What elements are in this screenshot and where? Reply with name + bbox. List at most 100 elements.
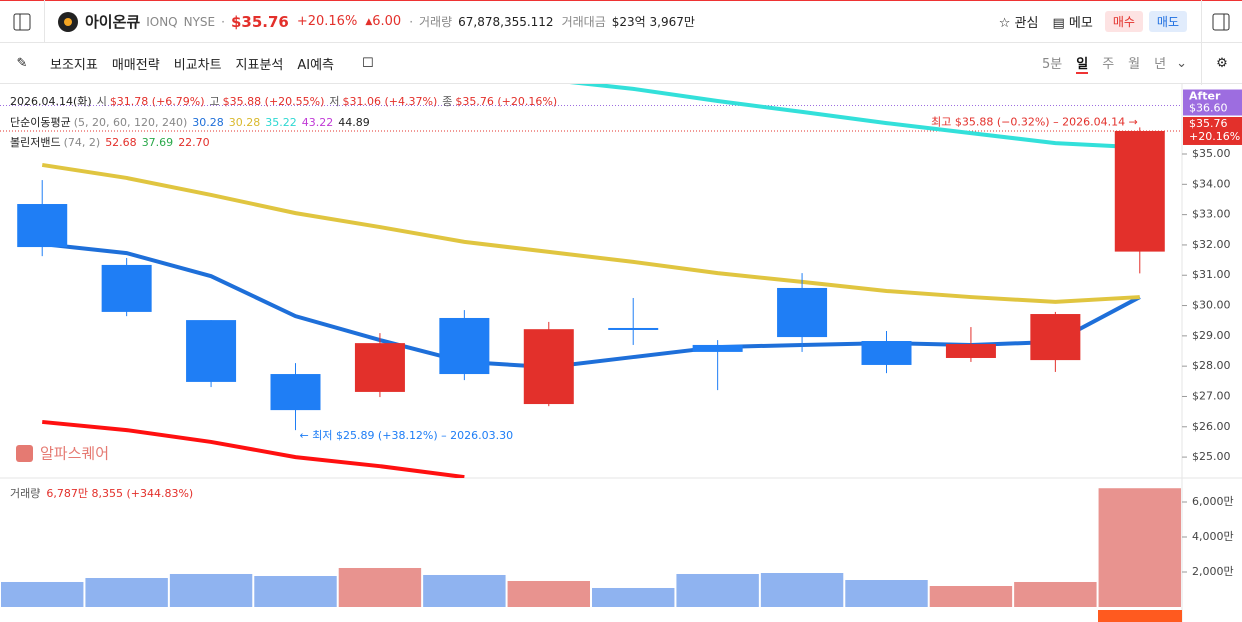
- ticker: IONQ: [146, 14, 178, 29]
- bb-value: 52.68: [105, 136, 137, 149]
- volume-label: 거래량: [419, 15, 453, 29]
- watch-label: 관심: [1014, 16, 1039, 31]
- info-label: 저: [329, 95, 340, 108]
- toolbar: ✎ 보조지표 매매전략 비교차트 지표분석 AI예측 ☐ 5분 일 주 월 년 ⌄ ⚙: [0, 41, 1242, 85]
- info-row: 볼린저밴드 (74, 2) 52.68 37.69 22.70: [10, 133, 562, 154]
- info-label: 고: [209, 95, 220, 108]
- candle-body: [354, 343, 405, 392]
- info-value: $35.88 (+20.55%): [222, 95, 325, 108]
- indicator-line: [41, 162, 1140, 304]
- draw-icon[interactable]: ✎: [16, 55, 28, 71]
- volume-bar: [676, 573, 759, 607]
- y-tick-label: $27.00: [1192, 389, 1231, 402]
- memo-button[interactable]: ▤ 메모: [1052, 16, 1093, 31]
- chart-info: 2026.04.14(화) 시 $31.78 (+6.79%) 고 $35.88 (+2…: [10, 92, 562, 154]
- price-pane: [0, 84, 1182, 478]
- tool-button[interactable]: AI예측: [297, 57, 335, 73]
- high-note: 최고 $35.88 (−0.32%) – 2026.04.14 →: [931, 115, 1138, 128]
- bb-value: 22.70: [178, 136, 210, 149]
- period-menu[interactable]: ⌄: [1176, 55, 1187, 71]
- buy-button[interactable]: 매수: [1104, 11, 1143, 32]
- ma-value: 44.89: [338, 115, 370, 129]
- info-label: 종: [442, 95, 453, 108]
- volume-bar: [338, 567, 422, 607]
- amount-label: 거래대금: [561, 15, 606, 29]
- indicator-line: [42, 419, 465, 478]
- bb-params: (74, 2): [63, 136, 101, 149]
- tool-button[interactable]: 비교차트: [173, 57, 222, 73]
- volume-bar: [1098, 488, 1181, 607]
- chart: $35.00 $34.00 $33.00 $32.00 $31.00 $30.00 $29.…: [0, 84, 1242, 622]
- after-tag: [1183, 89, 1242, 116]
- y-tick-label: $33.00: [1192, 208, 1231, 221]
- candle-body: [1114, 130, 1165, 252]
- y-tick-label: $28.00: [1192, 359, 1231, 372]
- header: 아이온큐 IONQ NYSE · $35.76 +20.16% ▲ 6.00 · …: [0, 0, 1242, 43]
- candle-body: [439, 317, 490, 375]
- y-tick-label: $35.00: [1192, 147, 1231, 160]
- volume-bar: [1014, 581, 1097, 607]
- candle-body: [186, 320, 237, 382]
- ma-value: 35.22: [265, 115, 297, 129]
- ma-value: 30.28: [228, 115, 261, 129]
- candle-body: [608, 327, 659, 330]
- bb-value: 37.69: [141, 136, 174, 149]
- indicator-line: [569, 84, 1140, 150]
- change-pct: +20.16%: [296, 14, 358, 29]
- panel-icon[interactable]: [1202, 1, 1242, 43]
- volume-label: 거래량: [10, 487, 41, 500]
- change: 6.00: [372, 14, 402, 29]
- period-list: 5분 일 주 월 년: [1028, 53, 1166, 74]
- logo: [58, 11, 78, 32]
- volume-summary: 6,787만 8,355 (+344.83%): [46, 487, 194, 500]
- info-date: 2026.04.14(화): [10, 95, 92, 108]
- volume-bar: [1, 581, 84, 607]
- volume-bar: [592, 587, 675, 607]
- tool-button[interactable]: 지표분석: [235, 57, 284, 73]
- after-tag-name: After: [1189, 90, 1221, 103]
- info-value: $31.06 (+4.37%): [342, 95, 438, 108]
- volume-bar: [169, 573, 253, 607]
- watermark: 알파스퀘어: [40, 445, 109, 463]
- watch-button[interactable]: ☆ 관심: [998, 16, 1039, 31]
- layout-icon[interactable]: [0, 1, 44, 43]
- square-icon[interactable]: ☐: [362, 55, 374, 71]
- ma-params: (5, 20, 60, 120, 240): [73, 115, 188, 129]
- candle-body: [1030, 314, 1081, 361]
- period-button[interactable]: 일: [1076, 53, 1089, 74]
- volume-info: 거래량 6,787만 8,355 (+344.83%): [10, 485, 193, 501]
- tool-list: 보조지표 매매전략 비교차트 지표분석 AI예측: [50, 54, 348, 73]
- volume-bar: [254, 576, 337, 607]
- period-button[interactable]: 5분: [1041, 56, 1063, 72]
- info-row: 단순이동평균 (5, 20, 60, 120, 240) 30.28 30.28 35.…: [10, 113, 562, 134]
- last-tag-price: $35.76: [1189, 117, 1228, 130]
- ma-label: 단순이동평균: [10, 115, 71, 129]
- tool-button[interactable]: 보조지표: [50, 57, 98, 73]
- amount: $23억 3,967만: [611, 15, 695, 29]
- sell-button[interactable]: 매도: [1148, 11, 1187, 32]
- y-tick-label: $25.00: [1192, 450, 1231, 463]
- y-tick-label: $30.00: [1192, 299, 1231, 312]
- candle-body: [945, 344, 996, 358]
- period-button[interactable]: 월: [1128, 56, 1141, 72]
- volume-bar: [507, 580, 590, 607]
- candle-body: [861, 341, 912, 365]
- last-tag-change: +20.16%: [1189, 130, 1240, 143]
- low-note: ← 최저 $25.89 (+38.12%) – 2026.03.30: [300, 429, 514, 442]
- candle-body: [17, 204, 68, 248]
- y-tick-label: $26.00: [1192, 420, 1231, 433]
- info-value: $35.76 (+20.16%): [455, 95, 558, 108]
- settings-icon[interactable]: ⚙: [1216, 55, 1228, 71]
- period-button[interactable]: 년: [1154, 56, 1167, 72]
- y-tick-label: $31.00: [1192, 268, 1231, 281]
- last-tag: [1183, 116, 1242, 145]
- candle-body: [777, 287, 828, 338]
- info-label: 시: [96, 95, 107, 108]
- tool-button[interactable]: 매매전략: [111, 57, 160, 73]
- memo-label: 메모: [1068, 16, 1093, 31]
- period-button[interactable]: 주: [1102, 56, 1115, 72]
- ma-value: 30.28: [192, 115, 224, 129]
- volume-bar: [760, 572, 844, 607]
- ma-value: 43.22: [301, 115, 334, 129]
